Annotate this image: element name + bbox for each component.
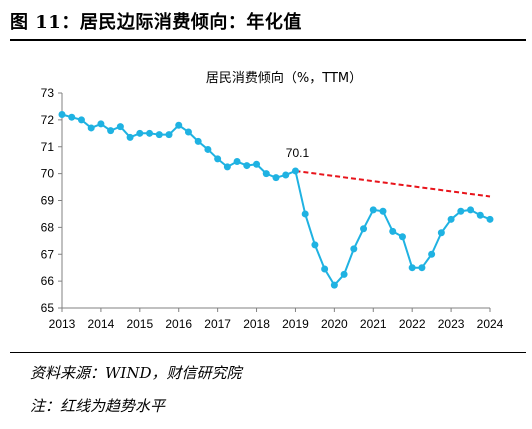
trend-line-layer: [295, 169, 491, 198]
data-point: [360, 225, 368, 233]
data-point: [116, 123, 124, 131]
x-tick-label: 2020: [321, 317, 348, 331]
data-point: [97, 120, 105, 128]
data-point: [408, 264, 416, 272]
data-point: [262, 170, 270, 178]
chart-title: 居民消费倾向（%，TTM）: [206, 70, 362, 86]
data-point: [311, 241, 319, 249]
data-point: [369, 206, 377, 214]
data-point: [428, 250, 436, 258]
data-point: [155, 131, 163, 139]
data-point: [68, 113, 76, 121]
data-point: [476, 211, 484, 219]
trend-line: [295, 169, 491, 198]
data-point: [282, 171, 290, 179]
data-point: [418, 264, 426, 272]
data-point: [467, 206, 475, 214]
data-point: [214, 155, 222, 163]
x-tick-label: 2016: [165, 317, 192, 331]
x-tick-label: 2019: [282, 317, 309, 331]
y-tick-label: 71: [41, 140, 55, 154]
data-point: [447, 215, 455, 223]
data-point: [233, 158, 241, 166]
x-tick-label: 2014: [88, 317, 115, 331]
data-point: [272, 174, 280, 182]
y-tick-label: 68: [41, 220, 55, 234]
source-note: 资料来源：WIND，财信研究院: [30, 364, 242, 382]
data-point: [107, 127, 115, 135]
data-point: [223, 163, 231, 171]
data-point: [253, 160, 261, 168]
y-tick-label: 70: [41, 167, 55, 181]
data-point: [321, 265, 329, 273]
chart-axes: [61, 93, 490, 309]
source-divider: [10, 352, 526, 353]
data-point: [146, 129, 154, 137]
data-point: [87, 124, 95, 132]
data-point: [437, 229, 445, 237]
data-point: [126, 133, 134, 141]
annotation-layer: 70.1: [286, 146, 310, 160]
y-axis-ticks: 65 66 67 68 69 70 71 72 73: [41, 86, 62, 315]
y-tick-label: 67: [41, 247, 55, 261]
data-point: [175, 121, 183, 129]
x-tick-label: 2021: [360, 317, 387, 331]
data-point: [58, 111, 66, 118]
data-point: [457, 207, 465, 215]
x-tick-label: 2013: [49, 317, 76, 331]
data-label: 70.1: [286, 146, 310, 160]
data-point: [330, 281, 338, 289]
y-tick-label: 73: [41, 86, 55, 100]
data-point: [486, 215, 494, 223]
data-point: [194, 137, 202, 145]
y-tick-label: 66: [41, 274, 55, 288]
data-point: [243, 162, 251, 170]
x-tick-label: 2015: [126, 317, 153, 331]
x-tick-label: 2024: [477, 317, 504, 331]
series-line: [61, 113, 491, 287]
x-tick-label: 2022: [399, 317, 426, 331]
x-tick-label: 2017: [204, 317, 231, 331]
data-point: [291, 167, 299, 175]
x-tick-label: 2023: [438, 317, 465, 331]
figure-title: 图 11：居民边际消费倾向：年化值: [10, 12, 302, 33]
data-point: [389, 227, 397, 235]
y-tick-label: 69: [41, 194, 55, 208]
data-point: [340, 270, 348, 278]
data-point: [398, 233, 406, 241]
data-point: [379, 207, 387, 215]
series-layer: [58, 111, 494, 289]
title-divider: [10, 39, 526, 41]
x-axis-ticks: 2013 2014 2015 2016 2017 2018 2019 2020 2021 2022…: [49, 308, 504, 331]
data-point: [165, 131, 173, 139]
data-point: [184, 128, 192, 136]
data-point: [136, 129, 144, 137]
data-point: [77, 116, 85, 124]
data-point: [350, 245, 358, 253]
footnote: 注：红线为趋势水平: [30, 397, 166, 415]
y-tick-label: 72: [41, 113, 55, 127]
y-tick-label: 65: [41, 301, 55, 315]
data-point: [301, 210, 309, 218]
data-point: [204, 145, 212, 153]
x-tick-label: 2018: [243, 317, 270, 331]
